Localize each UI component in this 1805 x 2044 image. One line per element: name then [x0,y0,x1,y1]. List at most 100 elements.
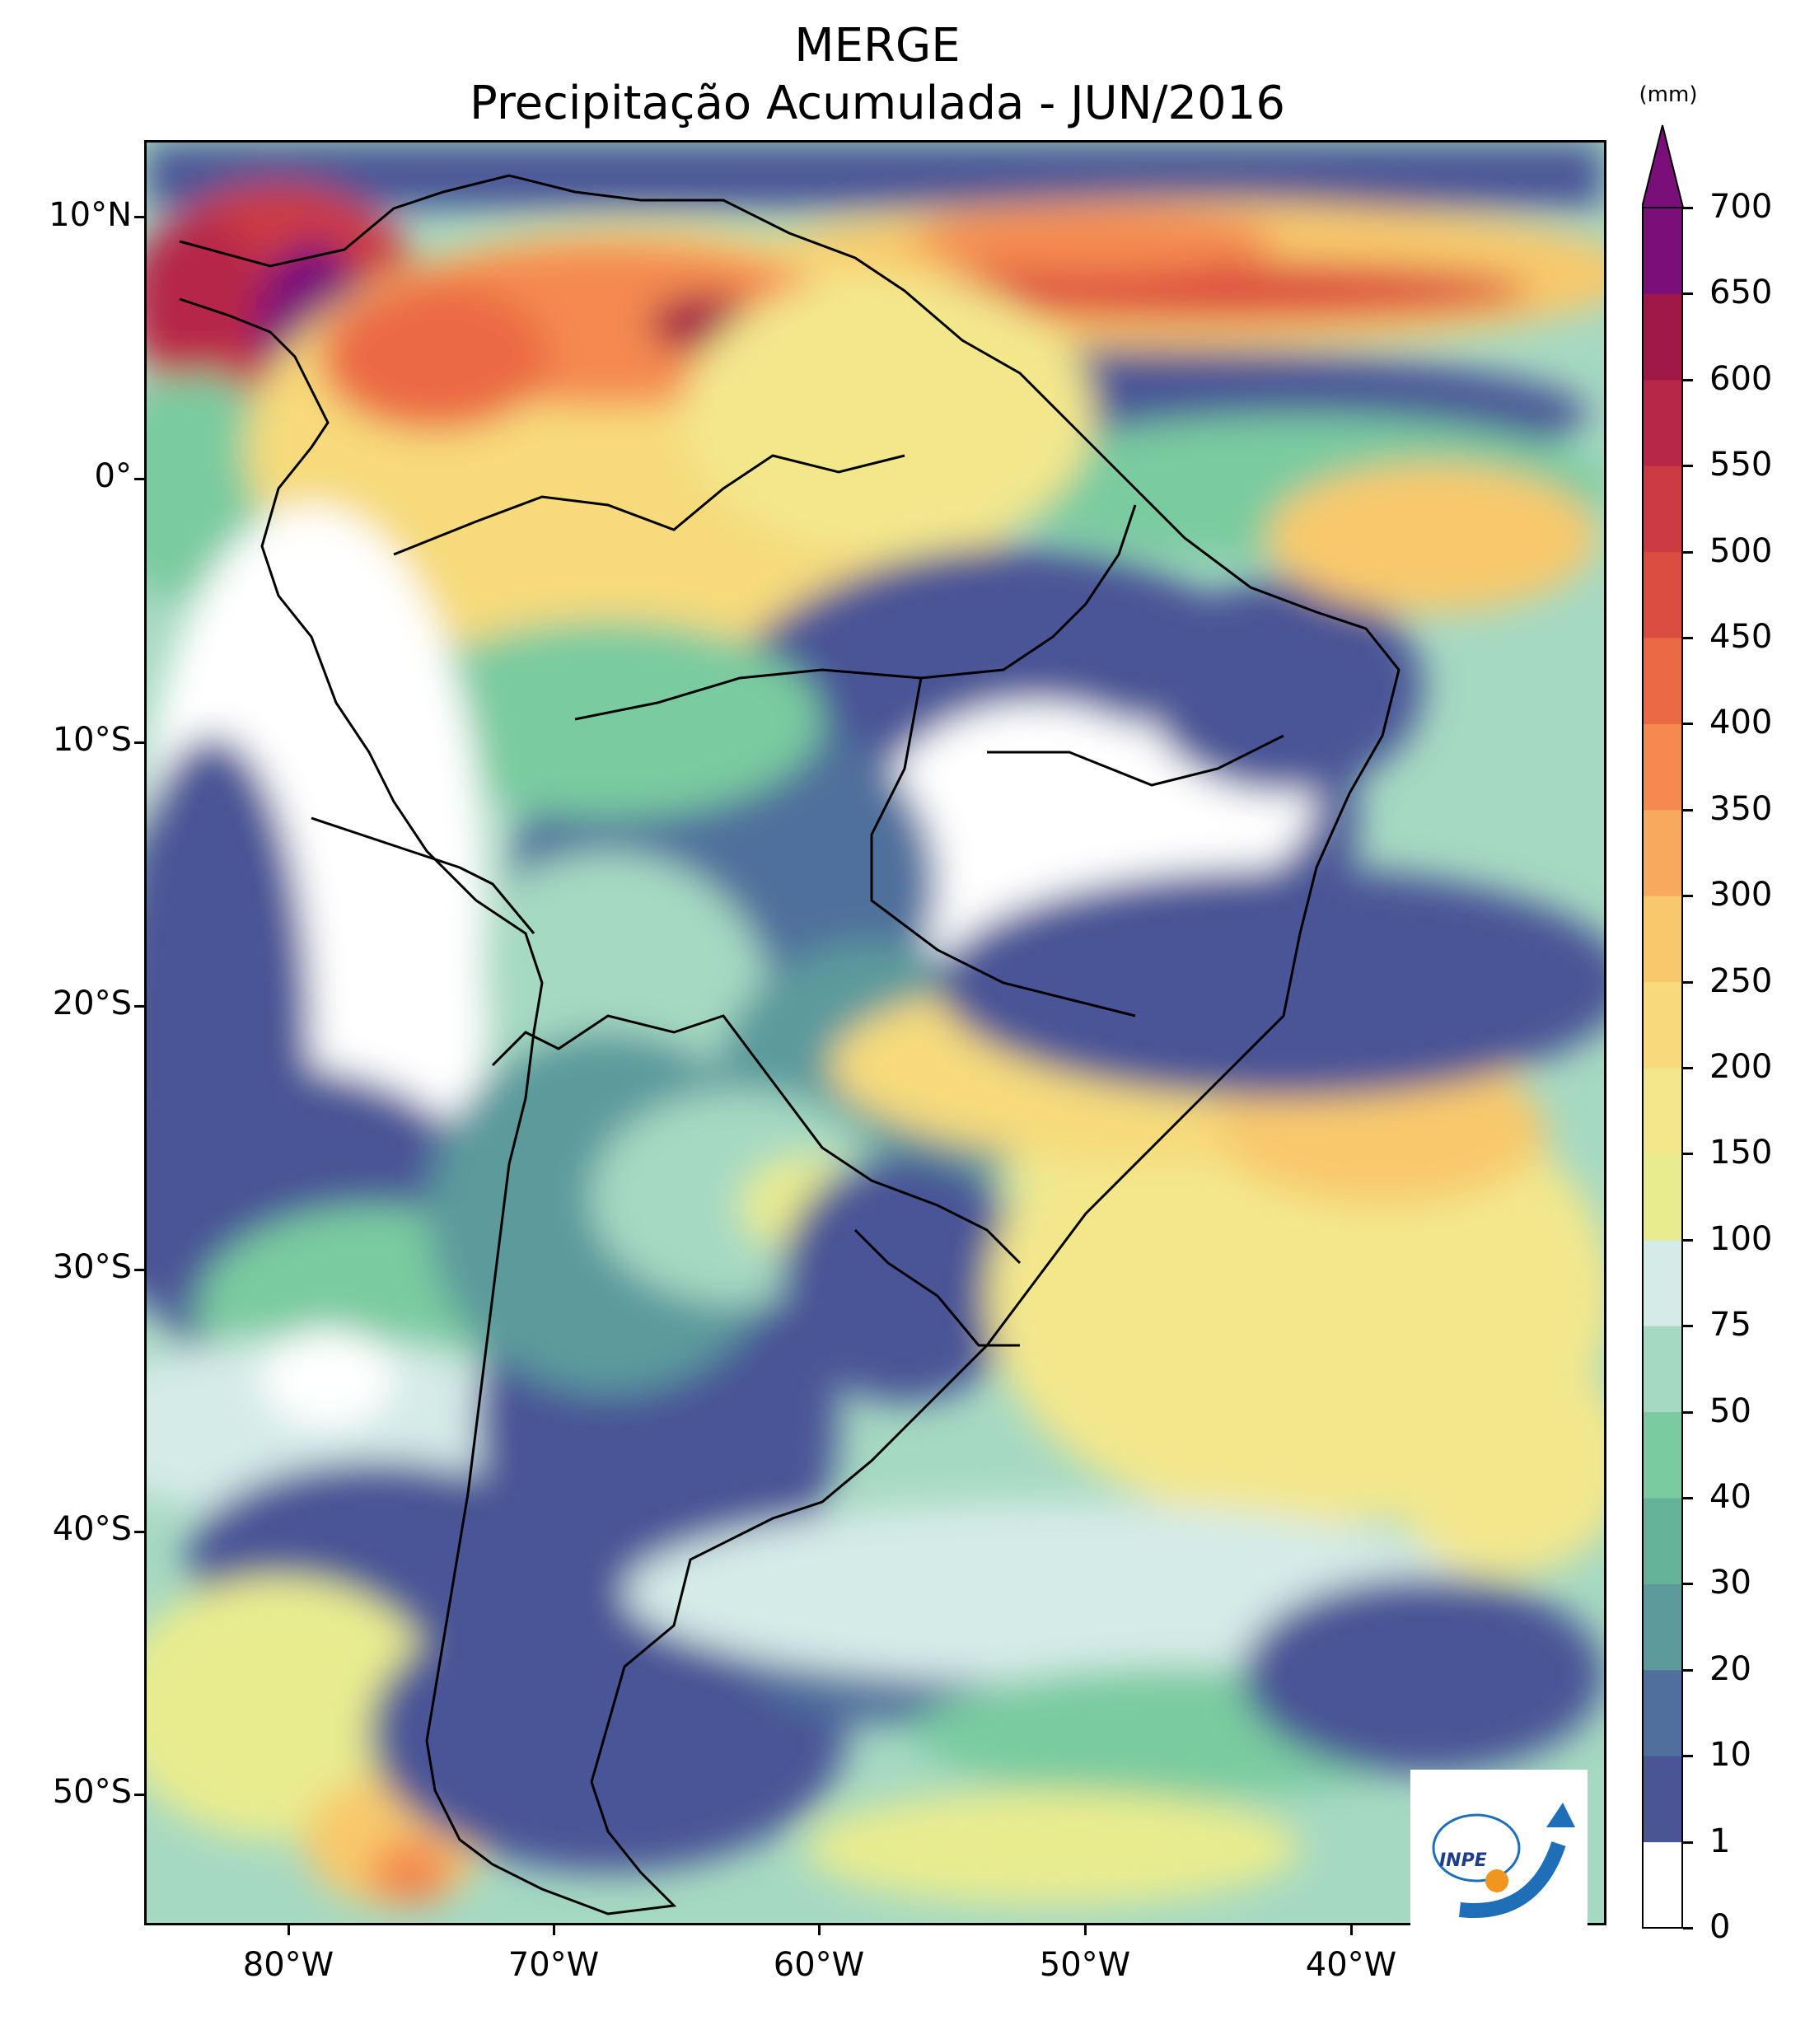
colorbar-segment [1642,896,1683,983]
precipitation-map [144,140,1606,1925]
lat-label-30S: 30°S [52,1248,132,1286]
colorbar-tick-label: 600 [1709,359,1773,398]
colorbar-tick-label: 350 [1709,789,1773,828]
colorbar-tick-label: 10 [1709,1736,1751,1775]
colorbar-segment [1642,1498,1683,1584]
map-title: MERGE [794,19,961,72]
lon-label-40W: 40°W [1305,1946,1397,1984]
lat-tick [134,1005,144,1008]
colorbar-tick-label: 1 [1709,1822,1731,1860]
lon-label-60W: 60°W [773,1946,865,1984]
colorbar-tick-label: 50 [1709,1392,1751,1430]
logo-text: INPE [1439,1850,1487,1871]
colorbar-tick [1683,637,1693,639]
colorbar-extend-arrow [1640,124,1685,208]
colorbar-tick-label: 250 [1709,961,1773,1000]
colorbar-tick [1683,1153,1693,1156]
lon-tick [818,1925,821,1935]
colorbar-unit: (mm) [1639,82,1698,107]
colorbar-tick-label: 30 [1709,1564,1751,1602]
colorbar-tick-label: 650 [1709,274,1773,312]
colorbar-tick [1683,207,1693,209]
lat-tick [134,216,144,218]
colorbar-segment [1642,1841,1683,1929]
colorbar-segment [1642,551,1683,638]
colorbar-segment [1642,293,1683,381]
colorbar-tick-label: 200 [1709,1048,1773,1086]
colorbar-tick-label: 450 [1709,618,1773,656]
colorbar-tick-label: 400 [1709,704,1773,742]
colorbar-tick [1683,980,1693,984]
lat-tick [134,741,144,744]
colorbar-segment [1642,208,1683,294]
inpe-logo: INPE [1410,1770,1588,1943]
colorbar-tick [1683,1238,1693,1242]
colorbar-segment [1642,809,1683,896]
colorbar-tick [1683,1497,1693,1499]
colorbar-tick [1683,378,1693,381]
colorbar-tick [1683,465,1693,468]
colorbar-tick-label: 0 [1709,1908,1731,1946]
colorbar-tick [1683,723,1693,726]
precipitation-field [147,143,1604,1906]
colorbar-tick-label: 550 [1709,446,1773,484]
colorbar-tick [1683,1325,1693,1328]
colorbar-tick [1683,550,1693,554]
colorbar-tick [1683,1668,1693,1672]
colorbar-tick [1683,1583,1693,1586]
lon-label-50W: 50°W [1039,1946,1131,1984]
lat-label-40S: 40°S [52,1510,132,1548]
colorbar-tick-label: 300 [1709,876,1773,914]
colorbar-segment [1642,1583,1683,1671]
lat-tick [134,1269,144,1271]
colorbar-tick [1683,1410,1693,1414]
colorbar-segment [1642,638,1683,724]
colorbar-tick [1683,1067,1693,1069]
colorbar-segment [1642,1411,1683,1499]
lon-tick [288,1925,290,1935]
lat-label-10S: 10°S [52,721,132,759]
colorbar-tick [1683,895,1693,898]
colorbar-segment [1642,723,1683,811]
colorbar-tick-label: 500 [1709,531,1773,570]
lon-tick [1084,1925,1087,1935]
lon-label-70W: 70°W [507,1946,600,1984]
lat-tick [134,1794,144,1796]
map-subtitle: Precipitação Acumulada - JUN/2016 [470,77,1285,130]
colorbar-tick-label: 100 [1709,1219,1773,1258]
lat-label-20S: 20°S [52,985,132,1022]
colorbar-tick [1683,1927,1693,1929]
colorbar-segment [1642,1068,1683,1154]
colorbar-tick-label: 150 [1709,1134,1773,1172]
colorbar-tick-label: 20 [1709,1649,1751,1688]
colorbar-svg [1640,124,1685,1929]
lon-tick [553,1925,555,1935]
lat-tick [134,1531,144,1533]
colorbar-segment [1642,1239,1683,1326]
colorbar-tick [1683,808,1693,812]
colorbar-segment [1642,379,1683,466]
colorbar-tick-label: 40 [1709,1478,1751,1516]
colorbar-segment [1642,465,1683,553]
lat-label-10N: 10°N [49,196,132,234]
colorbar-tick [1683,292,1693,296]
colorbar-tick [1683,1755,1693,1758]
colorbar-segment [1642,1756,1683,1843]
colorbar-segment [1642,1669,1683,1756]
colorbar-segment [1642,1326,1683,1413]
colorbar [1640,124,1708,1956]
map-canvas [147,143,1604,1923]
colorbar-segment [1642,981,1683,1069]
coastline [179,174,1401,1915]
lat-tick [134,478,144,480]
lon-tick [1350,1925,1353,1935]
lon-label-80W: 80°W [242,1946,334,1984]
lat-label-50S: 50°S [52,1773,132,1811]
colorbar-frame [1642,207,1683,1929]
inpe-logo-icon: INPE [1432,1803,1575,1918]
colorbar-segment [1642,1153,1683,1241]
colorbar-tick [1683,1841,1693,1844]
lat-label-0: 0° [94,457,132,495]
colorbar-tick-label: 700 [1709,188,1773,226]
colorbar-tick-label: 75 [1709,1306,1751,1345]
